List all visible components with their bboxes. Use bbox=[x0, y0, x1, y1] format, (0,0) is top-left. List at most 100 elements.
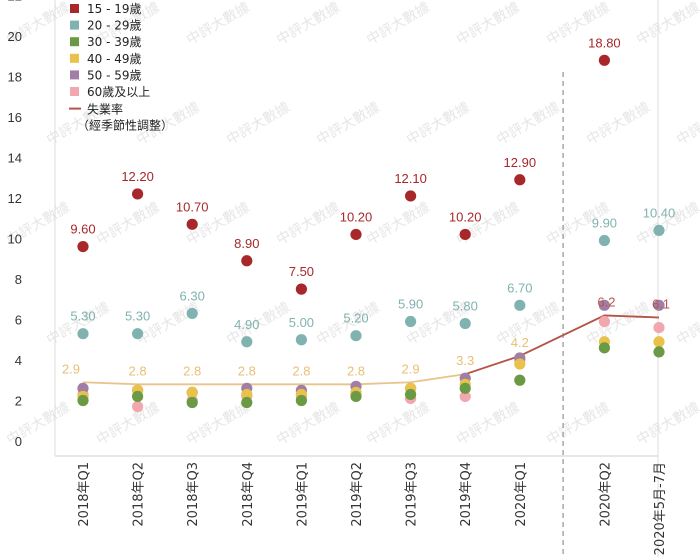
data-label-1519歲: 12.20 bbox=[121, 169, 154, 184]
point-2029歲 bbox=[459, 317, 471, 330]
watermark-text: 中評大數據 bbox=[454, 400, 523, 449]
point-2029歲 bbox=[350, 330, 362, 342]
legend-swatch bbox=[70, 53, 79, 63]
legend-label: 失業率 bbox=[87, 102, 123, 117]
point-1519歲 bbox=[186, 218, 198, 230]
y-tick-label: 12 bbox=[8, 191, 22, 206]
x-tick-label: 2019年Q2 bbox=[350, 462, 365, 527]
point-3039歲 bbox=[598, 342, 611, 354]
data-label-unemployment-rate: 2.9 bbox=[62, 361, 80, 376]
legend-swatch bbox=[70, 87, 79, 96]
data-label-2029歲: 6.70 bbox=[507, 280, 532, 295]
watermark-text: 中評大數據 bbox=[584, 300, 653, 349]
watermark-text: 中評大數據 bbox=[584, 100, 653, 149]
point-3039歲 bbox=[350, 390, 362, 403]
x-tick-label: 2018年Q4 bbox=[241, 462, 256, 527]
legend-label: 15 - 19歲 bbox=[87, 2, 142, 16]
data-label-1519歲: 18.80 bbox=[588, 35, 621, 50]
legend-swatch bbox=[70, 70, 79, 80]
data-label-1519歲: 10.20 bbox=[340, 209, 373, 224]
data-label-unemployment-rate: 2.8 bbox=[183, 363, 201, 378]
data-label-1519歲: 12.10 bbox=[394, 171, 427, 186]
point-3039歲 bbox=[405, 388, 417, 401]
point-2029歲 bbox=[132, 328, 144, 340]
y-tick-label: 4 bbox=[15, 353, 22, 368]
y-tick-label: 8 bbox=[15, 272, 22, 287]
point-60歲及以上 bbox=[653, 322, 665, 334]
point-60歲及以上 bbox=[132, 400, 144, 413]
point-2029歲 bbox=[295, 334, 307, 346]
x-axis: 2018年Q1 2018年Q2 2018年Q3 2018年Q4 2019年Q1 2019年… bbox=[77, 462, 668, 555]
point-1519歲 bbox=[405, 190, 417, 202]
point-5059歲 bbox=[77, 382, 89, 394]
x-tick-label: 2019年Q4 bbox=[459, 462, 474, 527]
x-tick-label: 2020年Q1 bbox=[514, 462, 529, 527]
x-tick-label: 2020年5月-7月 bbox=[653, 462, 668, 555]
data-label-2029歲: 5.30 bbox=[125, 309, 150, 324]
watermark-text: 中評大數據 bbox=[274, 400, 343, 449]
watermark-text: 中評大數據 bbox=[364, 400, 433, 449]
watermark-text: 中評大數據 bbox=[674, 300, 700, 349]
watermark-text: 中評大數據 bbox=[404, 100, 473, 149]
x-tick-label: 2018年Q3 bbox=[186, 462, 201, 527]
point-1519歲 bbox=[132, 188, 144, 200]
point-2029歲 bbox=[241, 336, 253, 348]
trend-line-path bbox=[464, 314, 660, 376]
point-2029歲 bbox=[77, 328, 89, 340]
legend-label: 50 - 59歲 bbox=[87, 68, 142, 82]
data-label-unemployment-rate: 6.1 bbox=[652, 296, 670, 311]
point-60歲及以上 bbox=[459, 390, 471, 403]
watermark-text: 中評大數據 bbox=[134, 300, 203, 349]
data-labels: 9.60 12.20 10.70 8.90 7.50 10.20 12.10 10.20 12.… bbox=[62, 35, 675, 378]
point-1519歲 bbox=[77, 241, 89, 253]
point-2029歲 bbox=[598, 234, 611, 247]
legend: 15 - 19歲 20 - 29歲 30 - 39歲 40 - 49歲 50 - 59歲… bbox=[69, 2, 173, 133]
y-tick-label: 18 bbox=[8, 70, 22, 85]
data-label-unemployment-rate: 2.8 bbox=[347, 363, 365, 378]
point-3039歲 bbox=[186, 396, 198, 409]
point-3039歲 bbox=[653, 346, 665, 358]
watermark-text: 中評大數據 bbox=[634, 0, 700, 48]
point-3039歲 bbox=[295, 394, 307, 407]
watermark-text: 中評大數據 bbox=[224, 100, 293, 149]
y-axis: 024681012141618202224 bbox=[8, 0, 22, 449]
y-tick-label: 2 bbox=[15, 394, 22, 409]
point-1519歲 bbox=[241, 255, 253, 267]
data-label-1519歲: 10.20 bbox=[449, 209, 482, 224]
point-60歲及以上 bbox=[598, 315, 611, 328]
legend-label: 20 - 29歲 bbox=[87, 19, 142, 33]
data-label-unemployment-rate: 2.8 bbox=[238, 363, 256, 378]
data-label-2029歲: 4.90 bbox=[234, 317, 259, 332]
point-5059歲 bbox=[598, 299, 611, 311]
point-4049歲 bbox=[186, 386, 198, 398]
data-label-2029歲: 9.90 bbox=[592, 216, 617, 231]
point-1519歲 bbox=[514, 174, 526, 186]
data-label-1519歲: 12.90 bbox=[504, 155, 537, 170]
data-label-2029歲: 5.80 bbox=[453, 299, 478, 314]
data-label-1519歲: 9.60 bbox=[70, 222, 95, 237]
data-points bbox=[77, 54, 665, 413]
point-4049歲 bbox=[514, 358, 526, 370]
y-tick-label: 14 bbox=[8, 151, 22, 166]
data-label-unemployment-rate: 3.3 bbox=[456, 353, 474, 368]
data-label-unemployment-rate: 2.8 bbox=[292, 363, 310, 378]
data-label-1519歲: 7.50 bbox=[289, 264, 314, 279]
legend-swatch bbox=[70, 37, 79, 47]
watermark-text: 中評大數據 bbox=[494, 100, 563, 149]
data-label-unemployment-rate: 2.8 bbox=[129, 363, 147, 378]
point-4049歲 bbox=[241, 388, 253, 401]
point-1519歲 bbox=[598, 54, 611, 66]
x-tick-label: 2018年Q1 bbox=[77, 462, 92, 527]
point-3039歲 bbox=[241, 396, 253, 409]
watermark-text: 中評大數據 bbox=[634, 400, 700, 449]
y-tick-label: 20 bbox=[8, 29, 22, 44]
watermark-text: 中評大數據 bbox=[94, 400, 163, 449]
y-tick-label: 0 bbox=[15, 434, 22, 449]
point-1519歲 bbox=[295, 283, 307, 295]
legend-swatch bbox=[70, 20, 79, 30]
watermark-text: 中評大數據 bbox=[544, 400, 613, 449]
point-3039歲 bbox=[132, 390, 144, 403]
y-tick-label: 16 bbox=[8, 110, 22, 125]
y-tick-label: 10 bbox=[8, 232, 22, 247]
